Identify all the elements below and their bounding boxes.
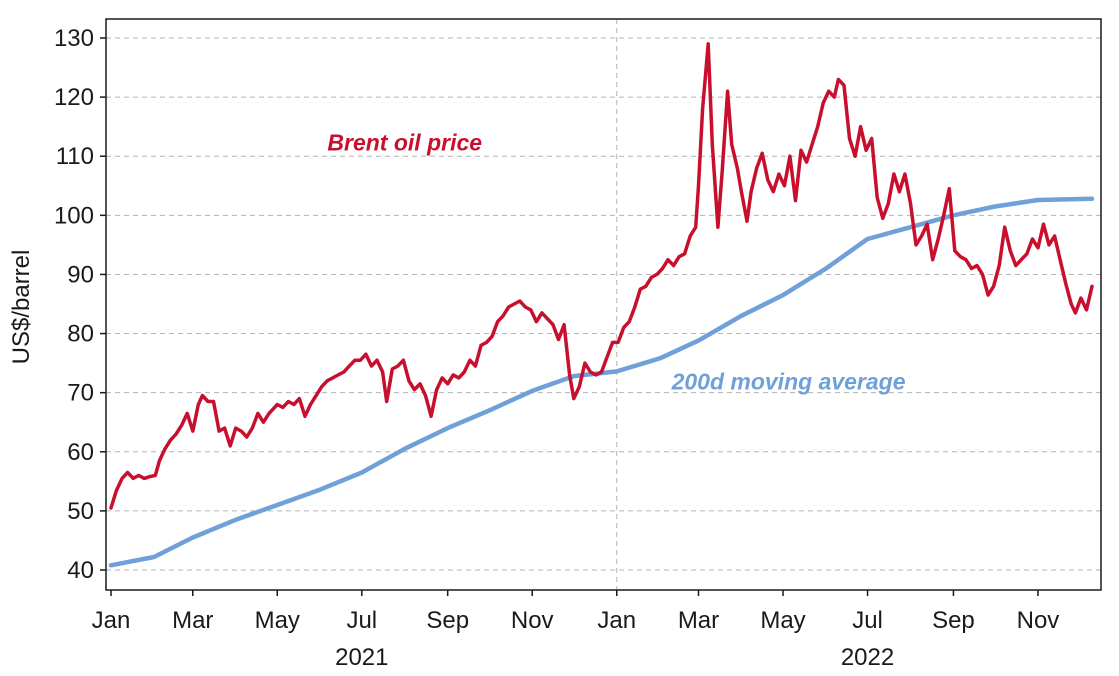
y-axis-title: US$/barrel: [8, 250, 35, 365]
y-tick-label: 130: [54, 25, 94, 52]
moving-average-line: [108, 196, 1095, 568]
y-axis-ticks: 40 50 60 70 80 90 100 110 120 130: [54, 25, 106, 584]
series-labels: Brent oil price 200d moving average: [327, 129, 905, 394]
series-lines: [108, 42, 1095, 568]
x-tick-label: Jan: [597, 607, 636, 634]
x-tick-label: Sep: [426, 607, 469, 634]
x-axis-ticks: Jan Mar May Jul Sep Nov Jan Mar May Jul Sep Nov 2021…: [92, 590, 1060, 671]
x-tick-label: Nov: [511, 607, 554, 634]
y-tick-label: 60: [67, 439, 94, 466]
y-tick-label: 110: [56, 143, 94, 170]
x-tick-label: Sep: [932, 607, 975, 634]
y-axis-title-group: US$/barrel: [8, 250, 35, 365]
y-tick-label: 120: [54, 84, 94, 111]
x-tick-label: Nov: [1017, 607, 1060, 634]
brent-price-line: [109, 42, 1094, 510]
year-label: 2022: [841, 644, 894, 671]
y-tick-label: 70: [67, 380, 94, 407]
y-tick-label: 80: [67, 321, 94, 348]
x-tick-label: Mar: [678, 607, 719, 634]
y-tick-label: 100: [54, 202, 94, 229]
y-tick-label: 40: [67, 557, 94, 584]
x-tick-label: Jul: [852, 607, 883, 634]
x-tick-label: May: [255, 607, 300, 634]
gridlines: [106, 19, 1101, 590]
plot-frame: [105, 18, 1102, 591]
brent-price-label: Brent oil price: [327, 129, 482, 155]
moving-average-label: 200d moving average: [671, 369, 906, 395]
x-tick-label: Jul: [346, 607, 377, 634]
year-label: 2021: [335, 644, 388, 671]
y-tick-label: 50: [67, 498, 94, 525]
x-tick-label: Mar: [172, 607, 213, 634]
x-tick-label: Jan: [92, 607, 131, 634]
y-tick-label: 90: [67, 261, 94, 288]
x-tick-label: May: [760, 607, 805, 634]
